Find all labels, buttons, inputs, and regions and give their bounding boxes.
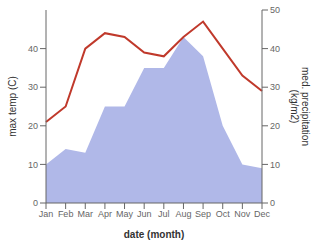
svg-text:20: 20 [270, 121, 280, 131]
svg-text:Aug: Aug [175, 209, 191, 219]
svg-text:Jul: Jul [158, 209, 170, 219]
svg-text:50: 50 [270, 5, 280, 15]
svg-text:max temp (C): max temp (C) [8, 76, 18, 137]
svg-text:Apr: Apr [98, 209, 112, 219]
svg-text:10: 10 [270, 160, 280, 170]
svg-text:40: 40 [28, 44, 38, 54]
svg-text:(kg/m2): (kg/m2) [289, 90, 300, 124]
svg-text:Dec: Dec [254, 209, 271, 219]
svg-text:0: 0 [33, 198, 38, 208]
svg-text:Mar: Mar [78, 209, 94, 219]
svg-text:0: 0 [270, 198, 275, 208]
svg-text:date (month): date (month) [124, 229, 185, 240]
svg-text:May: May [116, 209, 134, 219]
svg-text:30: 30 [28, 82, 38, 92]
svg-text:Sep: Sep [195, 209, 211, 219]
svg-text:20: 20 [28, 121, 38, 131]
svg-text:30: 30 [270, 82, 280, 92]
svg-text:40: 40 [270, 44, 280, 54]
svg-text:med. precipitation: med. precipitation [300, 67, 310, 146]
svg-text:Jun: Jun [137, 209, 152, 219]
svg-text:Jan: Jan [39, 209, 54, 219]
svg-text:Feb: Feb [58, 209, 74, 219]
svg-text:10: 10 [28, 160, 38, 170]
svg-text:Nov: Nov [234, 209, 251, 219]
svg-text:Oct: Oct [216, 209, 231, 219]
